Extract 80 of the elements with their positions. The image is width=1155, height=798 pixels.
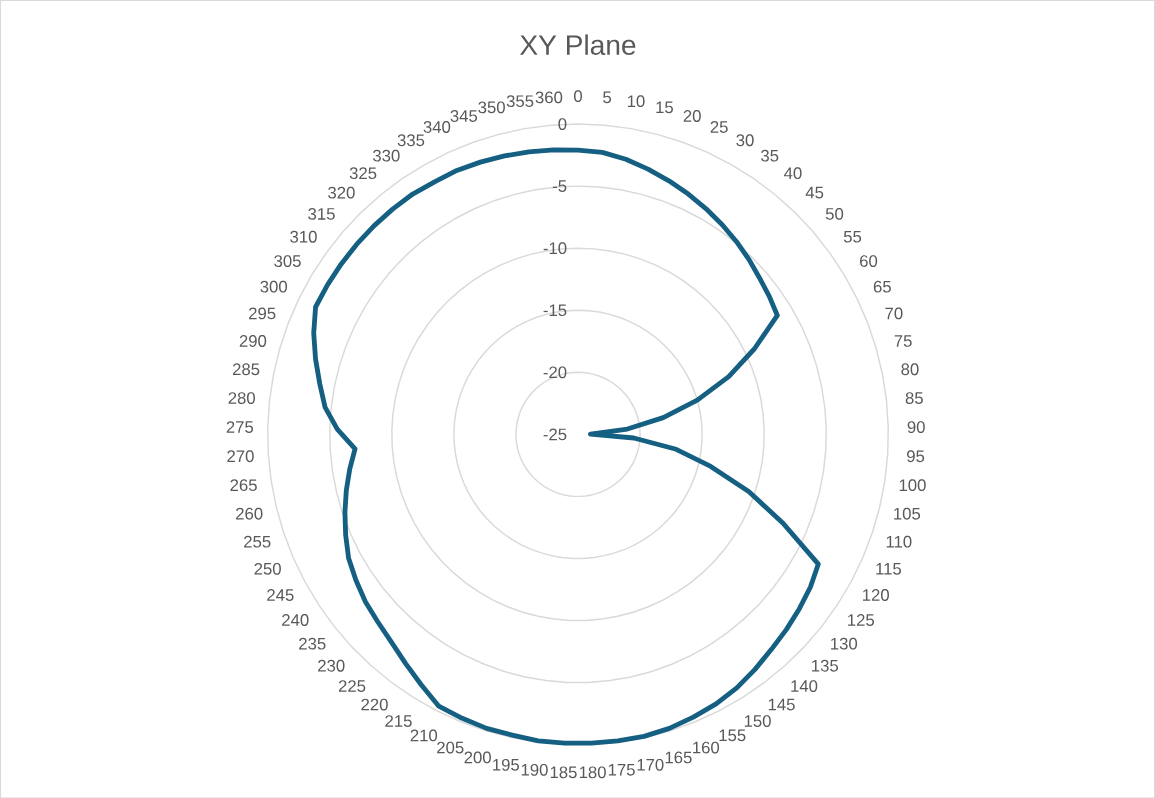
spoke-label: 225 bbox=[338, 679, 366, 692]
spoke-label: 20 bbox=[683, 109, 701, 122]
spoke-label: 175 bbox=[608, 763, 635, 776]
spoke-label: 135 bbox=[812, 659, 839, 672]
spoke-label: 40 bbox=[784, 167, 802, 179]
spoke-label: 320 bbox=[328, 186, 355, 199]
y-tick-label: -15 bbox=[543, 304, 567, 316]
y-tick-label: -5 bbox=[552, 180, 567, 192]
spoke-label: 85 bbox=[905, 391, 923, 404]
spoke-label: 235 bbox=[299, 637, 326, 650]
spoke-label: 50 bbox=[825, 207, 844, 220]
spoke-label: 315 bbox=[308, 207, 335, 220]
spoke-label: 5 bbox=[603, 91, 612, 103]
spoke-label: 335 bbox=[397, 134, 425, 146]
spoke-label: 250 bbox=[254, 562, 281, 575]
spoke-label: 345 bbox=[450, 109, 478, 122]
spoke-label: 230 bbox=[318, 659, 345, 672]
spoke-label: 65 bbox=[873, 280, 891, 293]
spoke-label: 295 bbox=[249, 307, 276, 320]
spoke-label: 115 bbox=[876, 562, 902, 575]
spoke-label: 120 bbox=[863, 588, 889, 601]
spoke-label: 150 bbox=[744, 714, 771, 727]
spoke-label: 245 bbox=[267, 588, 294, 601]
spoke-label: 185 bbox=[550, 766, 577, 779]
spoke-label: 330 bbox=[372, 149, 400, 162]
spoke-label: 260 bbox=[236, 507, 263, 520]
spoke-label: 80 bbox=[901, 363, 919, 375]
spoke-label: 75 bbox=[894, 334, 912, 347]
spoke-label: 200 bbox=[464, 751, 491, 764]
chart-title: XY Plane bbox=[520, 34, 636, 55]
spoke-label: 165 bbox=[665, 751, 692, 764]
y-tick-label: 0 bbox=[558, 117, 567, 130]
spoke-label: 305 bbox=[274, 254, 301, 267]
y-tick-label: -25 bbox=[543, 428, 567, 441]
spoke-label: 55 bbox=[843, 230, 862, 243]
spoke-label: 280 bbox=[228, 391, 256, 404]
spoke-label: 310 bbox=[290, 230, 317, 243]
spoke-label: 145 bbox=[768, 698, 795, 711]
spoke-label: 30 bbox=[736, 134, 754, 146]
spoke-label: 205 bbox=[437, 741, 464, 754]
spoke-label: 215 bbox=[385, 714, 412, 727]
spoke-label: 265 bbox=[230, 478, 257, 491]
spoke-label: 290 bbox=[239, 334, 267, 347]
spoke-label: 285 bbox=[232, 363, 260, 375]
spoke-label: 190 bbox=[521, 763, 548, 776]
spoke-label: 15 bbox=[656, 101, 673, 113]
spoke-label: 170 bbox=[637, 758, 664, 771]
spoke-label: 140 bbox=[791, 679, 818, 692]
spoke-label: 90 bbox=[907, 420, 925, 433]
spoke-label: 210 bbox=[410, 729, 438, 742]
spoke-label: 35 bbox=[761, 149, 779, 162]
spoke-label: 355 bbox=[506, 94, 534, 107]
spoke-label: 95 bbox=[907, 450, 925, 462]
spoke-label: 270 bbox=[227, 450, 254, 462]
spoke-label: 275 bbox=[226, 420, 254, 433]
spoke-label: 240 bbox=[282, 613, 309, 626]
spoke-label: 70 bbox=[885, 307, 903, 320]
spoke-label: 160 bbox=[693, 741, 720, 754]
spoke-label: 220 bbox=[361, 698, 388, 711]
y-tick-label: -20 bbox=[543, 366, 567, 379]
spoke-label: 360 bbox=[535, 91, 563, 104]
y-tick-label: -10 bbox=[543, 242, 567, 254]
spoke-label: 255 bbox=[244, 535, 271, 548]
spoke-label: 45 bbox=[805, 186, 824, 199]
spoke-label: 340 bbox=[423, 120, 451, 133]
spoke-label: 60 bbox=[860, 254, 878, 267]
spoke-label: 180 bbox=[579, 766, 606, 779]
spoke-label: 10 bbox=[627, 94, 645, 107]
spoke-label: 130 bbox=[831, 637, 858, 650]
spoke-label: 155 bbox=[719, 729, 746, 742]
spoke-label: 0 bbox=[574, 89, 583, 102]
spoke-label: 195 bbox=[493, 758, 520, 771]
spoke-label: 350 bbox=[478, 101, 505, 114]
spoke-label: 125 bbox=[848, 613, 875, 626]
spoke-label: 110 bbox=[886, 535, 912, 548]
spoke-label: 25 bbox=[710, 120, 728, 133]
spoke-label: 300 bbox=[260, 280, 287, 293]
spoke-label: 100 bbox=[899, 478, 926, 491]
spoke-label: 325 bbox=[349, 167, 377, 179]
spoke-label: 105 bbox=[894, 507, 921, 520]
